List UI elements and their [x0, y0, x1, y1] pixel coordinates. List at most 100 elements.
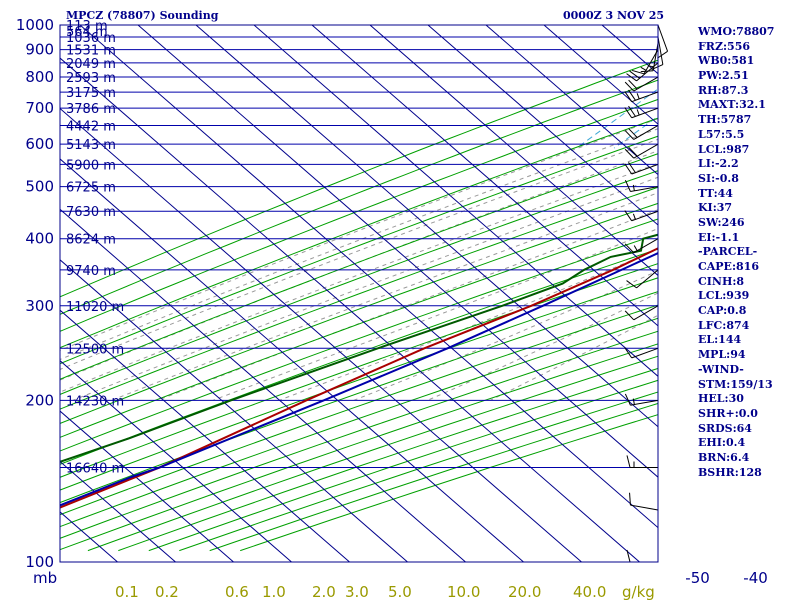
dry-adiabat-70	[60, 248, 658, 465]
index-item: LCL:939	[698, 289, 750, 303]
isotherm-10	[427, 25, 658, 226]
dry-adiabat-40	[60, 202, 658, 424]
dry-adiabat-90	[60, 277, 658, 491]
wind-barb	[631, 49, 659, 75]
wind-barb	[624, 393, 659, 406]
index-item: MAXT:32.1	[698, 98, 766, 112]
isotherm-20	[485, 25, 658, 176]
mixing-ratio-label: g/kg	[622, 583, 655, 600]
pressure-label-300: 300	[25, 297, 54, 315]
index-item: EL:144	[698, 333, 742, 347]
dry-adiabat-30	[60, 186, 658, 410]
pressure-label-500: 500	[25, 178, 54, 196]
isotherm--90	[60, 208, 466, 562]
pressure-label-900: 900	[25, 41, 54, 59]
chart-title: MPCZ (78807) Sounding	[66, 9, 219, 22]
height-label: 1531 m	[66, 44, 116, 59]
wind-barb	[624, 89, 659, 103]
dry-adiabat--30	[60, 79, 658, 315]
isotherm--120	[60, 359, 292, 562]
index-item: BSHR:128	[698, 465, 762, 479]
pressure-label-600: 600	[25, 135, 54, 153]
isotherm--30	[195, 25, 658, 428]
wind-barb	[624, 347, 659, 359]
wind-barb	[626, 269, 659, 289]
dry-adiabats	[60, 59, 658, 552]
index-item: CINH:8	[698, 274, 745, 288]
index-item: -WIND-	[698, 362, 744, 376]
height-label: 2049 m	[66, 57, 116, 72]
dry-adiabat--40	[60, 59, 658, 298]
isobars	[60, 24, 658, 563]
wind-barb	[624, 76, 659, 92]
wind-barb	[624, 210, 659, 222]
height-label: 16640 m	[66, 461, 124, 476]
wind-barb	[624, 143, 659, 159]
pressure-label-400: 400	[25, 230, 54, 248]
index-item: CAPE:816	[698, 260, 759, 273]
height-label: 4442 m	[66, 119, 116, 134]
temperature-tick--50: -50	[685, 569, 710, 587]
pressure-axis-label: mb	[33, 569, 57, 587]
mixing-ratio-label: 3.0	[345, 583, 369, 600]
index-item: FRZ:556	[698, 39, 751, 53]
dry-adiabat-10	[60, 153, 658, 380]
isotherm--70	[60, 107, 582, 562]
height-label: 9740 m	[66, 264, 116, 279]
isotherm--110	[60, 309, 350, 562]
indices-panel: WMO:78807 FRZ:556 WB0:581 PW:2.51 RH:87.3 MAX…	[698, 25, 800, 480]
index-item: SW:246	[698, 215, 745, 229]
height-label: 2593 m	[66, 71, 116, 86]
wind-barb	[629, 492, 659, 511]
isotherm--140	[60, 460, 176, 562]
chart-time: 0000Z 3 NOV 25	[563, 9, 665, 22]
pressure-label-1000: 1000	[16, 16, 54, 34]
isotherm-30	[543, 25, 658, 125]
height-label: 3175 m	[66, 86, 116, 101]
isotherm--60	[60, 57, 640, 562]
temperature-line	[60, 247, 658, 509]
isotherm--130	[60, 410, 234, 562]
isotherm--20	[253, 25, 658, 377]
wind-barb	[624, 238, 659, 254]
dry-adiabat-100	[60, 291, 658, 504]
wind-barb	[624, 305, 659, 321]
height-label: 564 m	[66, 25, 108, 40]
mixing-ratio-label: 0.6	[225, 583, 249, 600]
wind-barb	[626, 62, 659, 82]
dry-adiabat--10	[60, 117, 658, 349]
dry-adiabat-130	[60, 330, 658, 539]
dewpoint-line	[60, 233, 658, 463]
isotherm--50	[79, 25, 658, 529]
pressure-label-100: 100	[25, 553, 54, 571]
index-item: PW:2.51	[698, 69, 749, 83]
wind-barb	[624, 180, 659, 193]
height-label: 5900 m	[66, 158, 116, 173]
index-item: SHR+:0.0	[698, 406, 758, 420]
index-item: CAP:0.8	[698, 304, 747, 318]
mixing-ratio-label: 5.0	[388, 583, 412, 600]
dry-adiabat-110	[60, 304, 658, 516]
pressure-label-200: 200	[25, 391, 54, 409]
height-label: 14230 m	[66, 394, 124, 409]
dry-adiabat--20	[60, 98, 658, 332]
height-label: 8624 m	[66, 233, 116, 248]
moist-adiabat-22	[212, 227, 658, 401]
moist-adiabat--10	[60, 118, 658, 351]
height-label: 11020 m	[66, 300, 124, 315]
index-item: BRN:6.4	[698, 450, 750, 464]
index-item: EHI:0.4	[698, 436, 746, 450]
temperature-labels: -50-40-30-20-10010203040	[685, 569, 768, 587]
dry-adiabat-0	[60, 135, 658, 365]
wind-barb	[624, 105, 659, 119]
height-label: 3786 m	[66, 102, 116, 117]
sounding-profiles	[60, 233, 658, 509]
wind-barb	[624, 162, 659, 175]
index-item: L57:5.5	[698, 127, 745, 141]
mixing-ratio-label: 0.2	[155, 583, 179, 600]
height-label: 1036 m	[66, 31, 116, 46]
mixing-ratio-label: 40.0	[573, 583, 606, 600]
mixing-ratio-label: 0.1	[115, 583, 139, 600]
